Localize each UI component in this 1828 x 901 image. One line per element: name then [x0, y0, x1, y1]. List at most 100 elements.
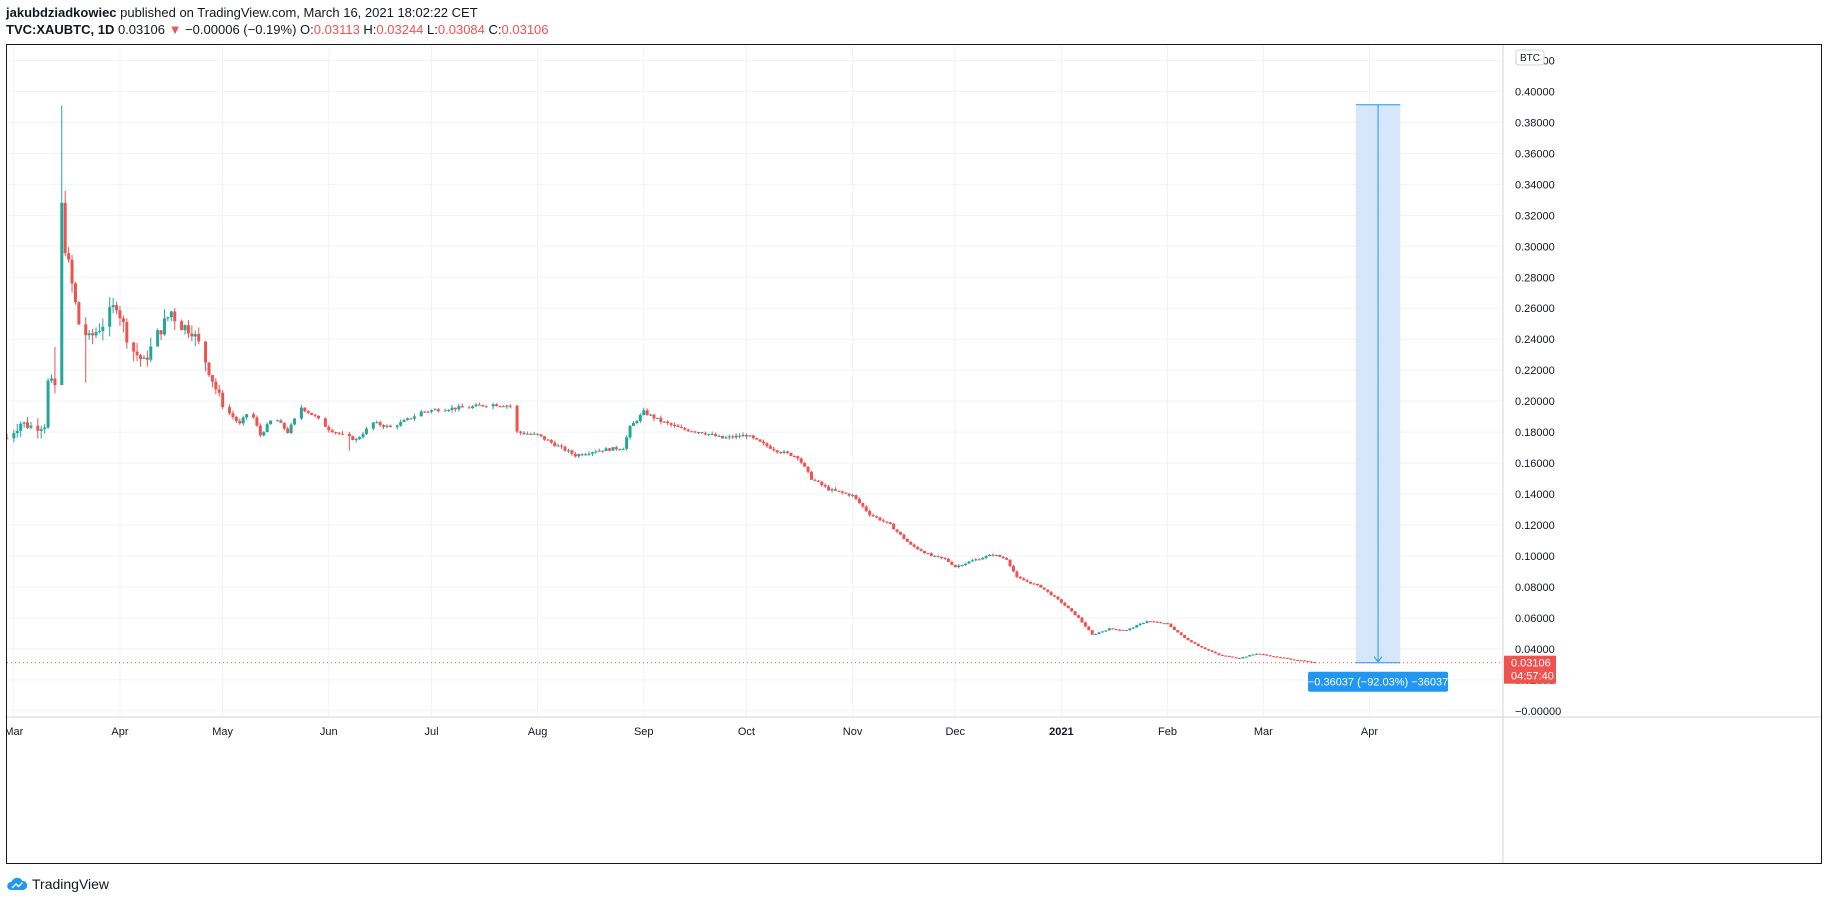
candle-down: [214, 381, 218, 390]
candle-down: [844, 492, 848, 494]
candle-up: [577, 454, 581, 457]
candle-down: [645, 410, 649, 415]
candle-down: [601, 450, 605, 452]
candle-up: [419, 411, 423, 417]
candle-down: [1080, 617, 1084, 623]
candle-up: [642, 410, 646, 415]
candle-up: [293, 418, 297, 425]
candle-up: [717, 435, 721, 437]
candle-down: [744, 434, 748, 437]
published-text: published on TradingView.com, March 16, …: [120, 5, 478, 20]
candle-countdown: 04:57:40: [1511, 671, 1554, 683]
candle-down: [1077, 615, 1081, 618]
candle-up: [50, 378, 54, 381]
price-chart[interactable]: 0.420000.400000.380000.360000.340000.320…: [7, 45, 1821, 863]
candle-up: [1124, 630, 1128, 632]
candle-down: [508, 405, 512, 407]
candle-down: [1302, 660, 1306, 662]
candle-down: [1265, 654, 1269, 656]
candle-down: [1166, 623, 1170, 625]
candle-up: [782, 451, 786, 453]
time-tick-label: Jun: [320, 726, 338, 738]
candle-down: [70, 259, 74, 284]
candle-down: [720, 435, 724, 439]
candle-down: [892, 523, 896, 530]
last-price: 0.03106: [117, 22, 165, 37]
candle-up: [587, 453, 591, 455]
candle-up: [987, 554, 991, 557]
candle-down: [905, 538, 909, 542]
candle-down: [210, 375, 214, 382]
symbol-info-bar: TVC:XAUBTC, 1D 0.03106 ▼ −0.00006 (−0.19…: [6, 21, 549, 38]
candle-down: [306, 411, 310, 413]
author-name[interactable]: jakubdziadkowiec: [6, 5, 117, 20]
candle-down: [1111, 628, 1115, 630]
candle-up: [87, 333, 91, 336]
candle-down: [337, 432, 341, 434]
current-price-value: 0.03106: [1511, 658, 1551, 670]
candle-down: [1213, 651, 1217, 654]
time-tick-label: Feb: [1158, 726, 1177, 738]
candle-down: [426, 411, 430, 413]
candle-up: [60, 202, 64, 386]
close-label: C:: [488, 22, 502, 37]
candle-down: [813, 479, 817, 481]
candle-up: [364, 428, 368, 435]
candle-down: [1039, 584, 1043, 588]
price-tick-label: 0.22000: [1515, 365, 1555, 377]
candle-up: [710, 434, 714, 436]
time-tick-label: Oct: [738, 726, 755, 738]
candle-down: [1231, 656, 1235, 658]
tradingview-cloud-icon: [7, 877, 28, 890]
price-tick-label: 0.08000: [1515, 582, 1555, 594]
candle-down: [570, 450, 574, 454]
candle-up: [108, 307, 112, 327]
candle-up: [19, 423, 23, 431]
candle-down: [286, 428, 290, 433]
candle-up: [628, 425, 632, 438]
candle-up: [625, 437, 629, 449]
candle-down: [498, 406, 502, 408]
measure-result-badge[interactable]: [1308, 671, 1449, 692]
candle-up: [142, 357, 146, 359]
candle-down: [495, 404, 499, 407]
footer-brand[interactable]: TradingView: [32, 876, 110, 892]
candle-up: [970, 560, 974, 562]
candle-down: [772, 448, 776, 451]
price-tick-label: 0.04000: [1515, 644, 1555, 656]
candle-up: [1138, 623, 1142, 626]
candle-down: [1186, 637, 1190, 641]
candle-down: [833, 489, 837, 491]
price-tick-label: 0.20000: [1515, 396, 1555, 408]
candle-down: [916, 546, 920, 550]
candle-down: [1148, 621, 1152, 623]
candle-up: [724, 437, 728, 439]
candle-down: [765, 443, 769, 447]
candle-up: [618, 449, 622, 451]
candle-up: [1241, 657, 1245, 659]
candle-up: [1251, 654, 1255, 656]
candle-down: [792, 455, 796, 457]
price-tick-label: 0.12000: [1515, 520, 1555, 532]
candle-up: [734, 435, 738, 438]
measure-arrow-head-icon: [1373, 656, 1383, 663]
currency-box[interactable]: [1515, 49, 1545, 66]
time-tick-label: Dec: [945, 726, 965, 738]
candle-down: [279, 420, 283, 423]
candle-down: [1032, 583, 1036, 585]
candle-down: [816, 480, 820, 482]
price-tick-label: 0.18000: [1515, 427, 1555, 439]
candle-down: [868, 510, 872, 516]
candle-down: [775, 450, 779, 453]
candle-down: [453, 407, 457, 410]
candle-down: [898, 531, 902, 535]
candle-down: [36, 425, 40, 431]
candle-up: [395, 425, 399, 428]
candle-up: [111, 305, 115, 308]
candle-down: [549, 440, 553, 443]
candle-up: [193, 334, 197, 337]
measure-result-label: −0.36037 (−92.03%) −36037: [1308, 677, 1448, 689]
candle-down: [1053, 595, 1057, 597]
low-label: L:: [427, 22, 438, 37]
candle-up: [447, 409, 451, 411]
